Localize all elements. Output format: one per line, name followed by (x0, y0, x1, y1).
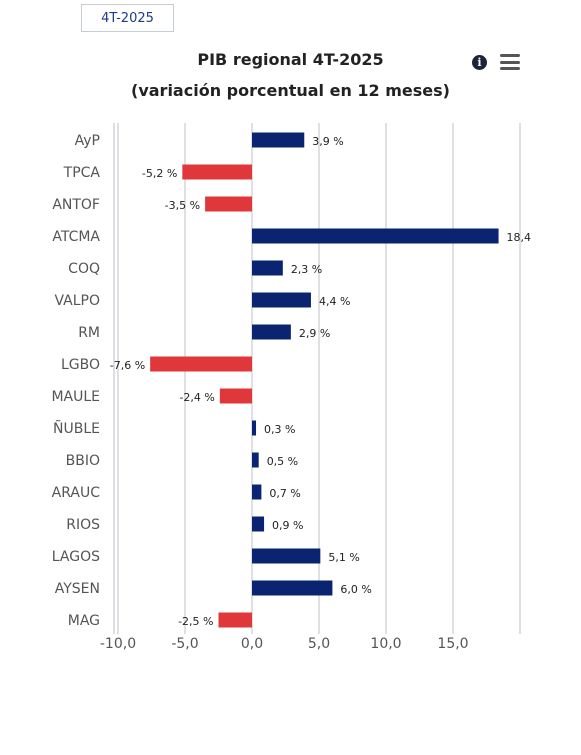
category-label: AYSEN (55, 581, 100, 597)
x-tick-label: 0,0 (241, 636, 263, 652)
data-label: -3,5 % (165, 199, 200, 212)
x-tick-label: 5,0 (308, 636, 330, 652)
category-label: ARAUC (52, 485, 101, 501)
data-label: 0,7 % (269, 487, 300, 500)
x-tick-label: 15,0 (437, 636, 468, 652)
data-label: 2,3 % (291, 263, 322, 276)
bar[interactable] (252, 132, 305, 148)
bar[interactable] (205, 196, 252, 212)
data-label: 5,1 % (328, 551, 359, 564)
period-tab-button[interactable]: 4T-2025 (81, 4, 174, 32)
x-tick-label: -10,0 (100, 636, 136, 652)
data-label: -2,5 % (178, 615, 213, 628)
chart-title: PIB regional 4T-2025 (197, 50, 384, 69)
category-label: AyP (75, 133, 100, 149)
category-label: RIOS (66, 517, 100, 533)
bar[interactable] (252, 292, 311, 308)
hamburger-menu-icon[interactable] (500, 54, 520, 70)
data-label: 0,3 % (264, 423, 295, 436)
bar[interactable] (252, 260, 283, 276)
category-label: ANTOF (52, 197, 100, 213)
data-label: -5,2 % (142, 167, 177, 180)
category-label: TPCA (63, 165, 101, 181)
menu-line (500, 67, 520, 70)
bar[interactable] (252, 324, 291, 340)
chart-subtitle: (variación porcentual en 12 meses) (131, 81, 450, 100)
bar[interactable] (252, 420, 257, 436)
bar[interactable] (252, 228, 499, 244)
category-label: BBIO (66, 453, 100, 469)
menu-line (500, 54, 520, 57)
x-tick-label: 10,0 (370, 636, 401, 652)
category-label: COQ (68, 261, 100, 277)
category-label: ÑUBLE (53, 420, 100, 437)
label-layer: -10,0 -5,0 0,0 5,0 10,0 15,0 AyP 3,9 % TPCA -5,2 … (51, 133, 531, 652)
bar[interactable] (150, 356, 252, 372)
data-label: 3,9 % (312, 135, 343, 148)
bar-layer (150, 132, 499, 628)
bar[interactable] (219, 388, 252, 404)
data-label: 2,9 % (299, 327, 330, 340)
data-label: -2,4 % (179, 391, 214, 404)
menu-line (500, 60, 520, 64)
bar[interactable] (182, 164, 252, 180)
x-tick-label: -5,0 (171, 636, 198, 652)
bar[interactable] (252, 484, 262, 500)
data-label: 6,0 % (340, 583, 371, 596)
bar[interactable] (252, 452, 259, 468)
bar[interactable] (252, 548, 321, 564)
category-label: MAULE (51, 389, 100, 405)
category-label: MAG (68, 613, 100, 629)
data-label: 0,9 % (272, 519, 303, 532)
data-label: 4,4 % (319, 295, 350, 308)
category-label: LAGOS (52, 549, 100, 565)
category-label: RM (78, 325, 100, 341)
info-icon[interactable]: i (472, 55, 487, 70)
category-label: LGBO (61, 357, 100, 373)
data-label: 0,5 % (267, 455, 298, 468)
bar[interactable] (218, 612, 253, 628)
bar[interactable] (252, 516, 265, 532)
bar[interactable] (252, 580, 333, 596)
data-label: 18,4 (507, 231, 532, 244)
data-label: -7,6 % (110, 359, 145, 372)
grid-layer (113, 123, 521, 634)
category-label: VALPO (54, 293, 100, 309)
category-label: ATCMA (52, 229, 100, 245)
